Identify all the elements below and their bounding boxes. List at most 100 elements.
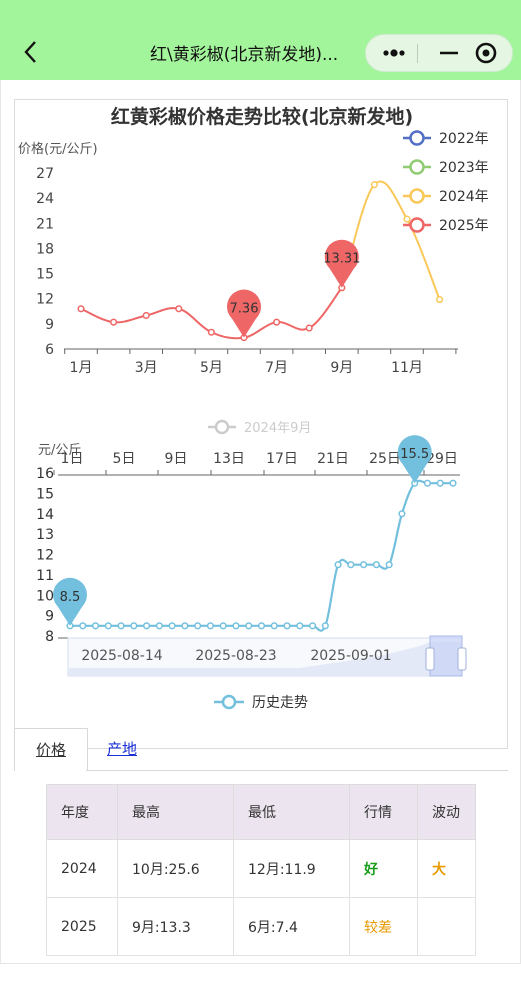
chart2-top-tick-label: 1日 <box>61 451 84 467</box>
chart1-x-tick-label: 7月 <box>265 360 288 376</box>
chart1-data-point[interactable] <box>77 305 85 313</box>
chart2-min-pin-label: 8.5 <box>60 590 81 605</box>
chart2-data-point[interactable] <box>104 622 112 630</box>
chart1-legend-label: 2025年 <box>439 218 489 234</box>
chart1-data-point[interactable] <box>175 305 183 313</box>
chart2-data-point[interactable] <box>155 622 163 630</box>
chart1-min-pin-label: 7.36 <box>230 302 259 317</box>
cell-year: 2024 <box>46 839 118 898</box>
chart1-y-tick: 15 <box>36 267 54 283</box>
chart2-data-point[interactable] <box>194 622 202 630</box>
tab-origin[interactable]: 产地 <box>106 740 137 758</box>
chart2-data-point[interactable] <box>117 622 125 630</box>
chart1-data-point[interactable] <box>207 328 215 336</box>
header-low: 最低 <box>233 784 350 840</box>
cell-low: 6月:7.4 <box>233 897 350 956</box>
history-trend-chart: 2024年9月 元/公斤 1日 5日 9日 13日 17日 21日 25日 29日 16 15 1… <box>36 419 467 711</box>
chart1-legend-item[interactable]: 2025年 <box>403 217 489 234</box>
chart1-data-point[interactable] <box>370 181 378 189</box>
back-arrow-icon[interactable] <box>18 38 48 68</box>
chart2-data-point[interactable] <box>347 561 355 569</box>
cell-volatility: 大 <box>417 839 476 898</box>
chart1-y-tick: 18 <box>36 241 54 257</box>
chart1-data-point[interactable] <box>142 311 150 320</box>
chart1-legend-item[interactable]: 2022年 <box>403 130 489 147</box>
chart2-data-point[interactable] <box>219 622 227 630</box>
data-zoom-right-handle[interactable] <box>457 647 467 671</box>
chart2-data-point[interactable] <box>385 561 393 569</box>
chart1-data-point[interactable] <box>436 296 444 304</box>
chart1-y-tick: 24 <box>36 191 54 207</box>
chart2-data-point[interactable] <box>372 561 380 569</box>
chart1-max-pin-label: 13.31 <box>323 252 360 267</box>
chart2-data-point[interactable] <box>245 622 253 630</box>
chart2-top-tick-label: 13日 <box>213 451 245 467</box>
chart2-y-tick: 15 <box>36 486 54 502</box>
chart2-data-point[interactable] <box>321 622 329 630</box>
chart2-data-point[interactable] <box>91 622 100 630</box>
chart1-y-tick: 12 <box>36 292 54 308</box>
chart2-data-point[interactable] <box>309 622 317 630</box>
chart2-y-tick: 14 <box>36 507 54 523</box>
cell-high: 9月:13.3 <box>117 897 234 956</box>
chart2-top-tick-label: 9日 <box>165 451 188 467</box>
chart2-month-legend[interactable]: 2024年9月 <box>208 419 311 436</box>
table-row: 2024 10月:25.6 12月:11.9 好 大 <box>46 839 476 898</box>
more-icon[interactable] <box>366 35 426 71</box>
chart2-series-legend-label: 历史走势 <box>252 695 308 711</box>
chart2-data-point[interactable] <box>257 622 266 630</box>
chart2-data-point[interactable] <box>283 622 291 630</box>
chart2-data-point[interactable] <box>270 622 278 630</box>
chart2-bottom-tick-label: 2025-08-14 <box>81 648 162 664</box>
tab-bar: 价格 产地 <box>14 728 508 772</box>
capsule-menu <box>365 34 513 72</box>
chart2-data-point[interactable] <box>296 622 304 630</box>
chart2-data-point[interactable] <box>334 561 342 569</box>
chart2-data-point[interactable] <box>436 479 444 487</box>
nav-title: 红\黄彩椒(北京新发地)... <box>150 45 339 65</box>
chart1-data-point[interactable] <box>403 215 411 223</box>
chart1-x-tick-label: 5月 <box>200 360 223 376</box>
header-high: 最高 <box>117 784 234 840</box>
table-row: 2025 9月:13.3 6月:7.4 较差 <box>46 897 476 956</box>
chart1-data-point[interactable] <box>110 318 118 326</box>
chart2-data-point[interactable] <box>232 622 240 630</box>
chart1-legend-item[interactable]: 2024年 <box>403 188 489 205</box>
chart2-data-point[interactable] <box>143 622 151 630</box>
chart2-series-legend[interactable]: 历史走势 <box>214 694 308 711</box>
tab-price[interactable]: 价格 <box>14 728 88 771</box>
minimize-icon[interactable] <box>428 35 468 71</box>
chart2-max-pin: 15.5 <box>397 435 432 484</box>
chart2-min-pin: 8.5 <box>53 577 87 626</box>
chart1-data-point[interactable] <box>305 324 313 332</box>
price-summary-table: 年度 最高 最低 行情 波动 2024 10月:25.6 12月:11.9 好 … <box>46 784 476 956</box>
chart2-data-point[interactable] <box>181 622 189 630</box>
chart1-legend-label: 2024年 <box>439 189 489 205</box>
data-zoom-left-handle[interactable] <box>425 647 435 671</box>
chart2-data-point[interactable] <box>360 561 368 569</box>
chart1-max-pin: 13.31 <box>323 239 360 288</box>
chart1-legend-item[interactable]: 2023年 <box>403 159 489 176</box>
chart2-data-point[interactable] <box>130 622 138 630</box>
chart2-y-tick: 13 <box>36 527 54 543</box>
chart1-x-tick-label: 11月 <box>391 360 423 376</box>
chart1-y-tick: 21 <box>36 216 54 232</box>
chart1-data-point[interactable] <box>273 318 281 326</box>
chart1-title: 红黄彩椒价格走势比较(北京新发地) <box>111 105 413 128</box>
chart2-top-tick-label: 29日 <box>426 451 458 467</box>
data-zoom-selected-range[interactable] <box>429 635 463 677</box>
cell-volatility <box>417 897 476 956</box>
nav-bar: 红\黄彩椒(北京新发地)... <box>0 0 521 80</box>
chart1-legend-label: 2022年 <box>439 131 489 147</box>
chart2-data-point[interactable] <box>449 479 457 487</box>
chart2-data-point[interactable] <box>168 622 176 630</box>
chart2-max-pin-label: 15.5 <box>400 447 429 462</box>
chart2-data-point[interactable] <box>79 622 87 630</box>
data-zoom-slider[interactable] <box>67 635 467 677</box>
close-mini-program-icon[interactable] <box>466 35 512 71</box>
chart2-data-point[interactable] <box>206 622 214 630</box>
chart2-data-point[interactable] <box>398 510 406 518</box>
capsule-divider <box>417 44 418 63</box>
chart2-data-point[interactable] <box>423 479 432 487</box>
chart2-y-tick: 10 <box>36 588 54 604</box>
